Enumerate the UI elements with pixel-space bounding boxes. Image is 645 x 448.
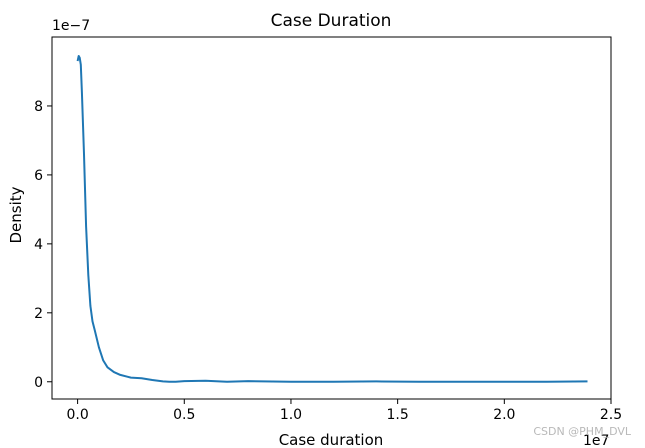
x-axis-label: Case duration: [279, 431, 384, 448]
chart-title: Case Duration: [271, 11, 392, 31]
x-tick-label: 0.0: [66, 407, 88, 423]
y-tick-label: 8: [34, 99, 43, 115]
plot-frame: [51, 36, 612, 400]
x-tick-label: 1.0: [280, 407, 302, 423]
y-tick-label: 6: [34, 168, 43, 184]
x-multiplier-label: 1e7: [583, 433, 609, 448]
plot-layer: 0.0 0.5 1.0 1.5 2.0 2.5 0 2 4 6 8: [34, 55, 622, 423]
y-tick-label: 0: [34, 375, 43, 391]
density-line: [76, 55, 588, 383]
x-tick-label: 0.5: [173, 407, 195, 423]
x-tick-label: 1.5: [387, 407, 409, 423]
y-axis-label: Density: [7, 186, 25, 243]
y-multiplier-label: 1e−7: [52, 18, 90, 34]
y-tick-label: 2: [34, 306, 43, 322]
x-tick-label: 2.5: [600, 407, 622, 423]
y-tick-label: 4: [34, 237, 43, 253]
watermark: CSDN @PHM_DVL: [533, 425, 631, 438]
x-tick-label: 2.0: [493, 407, 515, 423]
